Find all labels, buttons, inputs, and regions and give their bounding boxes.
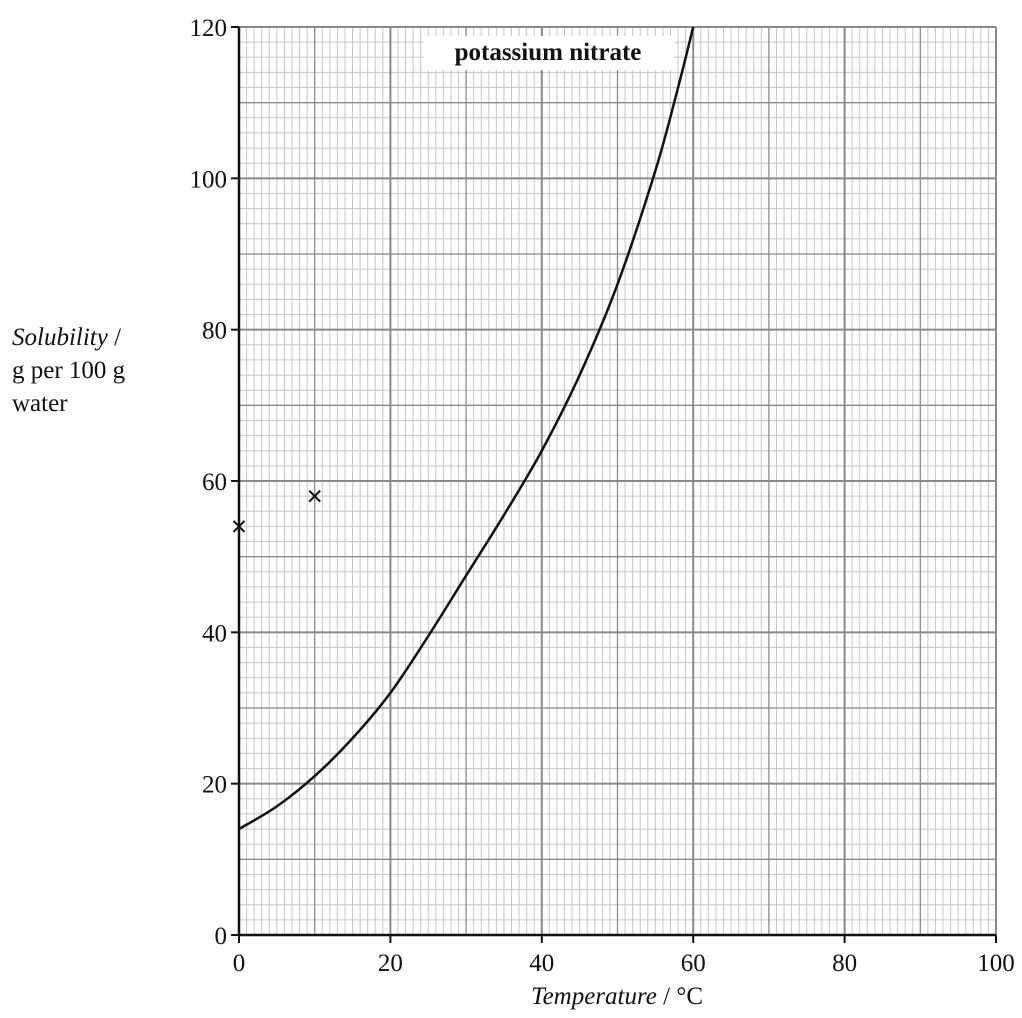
y-axis-title-unit-line1: /	[108, 324, 121, 351]
point-markers	[232, 489, 321, 533]
x-axis-title-unit: / °C	[657, 983, 703, 1010]
x-tick-labels: 0 20 40 60 80 100	[233, 950, 1015, 977]
y-tick-label: 60	[202, 469, 227, 496]
y-tick-label: 40	[202, 620, 227, 647]
y-tick-label: 80	[202, 318, 227, 345]
y-tick-label: 120	[190, 15, 228, 42]
x-tick-label: 60	[681, 950, 706, 977]
series-label-background	[424, 36, 674, 70]
major-grid	[239, 26, 997, 935]
y-axis-title: Solubility /	[12, 324, 121, 351]
y-tick-label: 100	[190, 166, 228, 193]
curves	[238, 26, 695, 831]
x-tick-label: 80	[832, 950, 857, 977]
x-tick-label: 20	[378, 950, 403, 977]
series-curve-potassium-nitrate	[238, 26, 695, 831]
point-marker-cross	[308, 489, 321, 503]
x-tick-label: 100	[977, 950, 1015, 977]
point-marker-cross	[232, 520, 246, 533]
y-axis-title-line2: g per 100 g	[12, 357, 126, 384]
axes	[231, 26, 997, 943]
y-axis-title-line3: water	[12, 390, 68, 417]
x-axis-title-italic: Temperature	[531, 983, 657, 1010]
y-tick-label: 20	[202, 772, 227, 799]
series-label-potassium-nitrate: potassium nitrate	[455, 39, 642, 66]
point-marker-stroke	[308, 489, 321, 503]
y-tick-labels: 0 20 40 60 80 100 120	[190, 15, 228, 950]
x-tick-label: 0	[233, 950, 246, 977]
x-tick-label: 40	[529, 950, 554, 977]
x-axis-title: Temperature / °C	[531, 983, 703, 1010]
y-tick-label: 0	[215, 923, 228, 950]
y-axis-title-italic: Solubility	[12, 324, 109, 351]
labels: potassium nitrate	[424, 36, 674, 70]
point-marker-stroke	[232, 520, 246, 533]
